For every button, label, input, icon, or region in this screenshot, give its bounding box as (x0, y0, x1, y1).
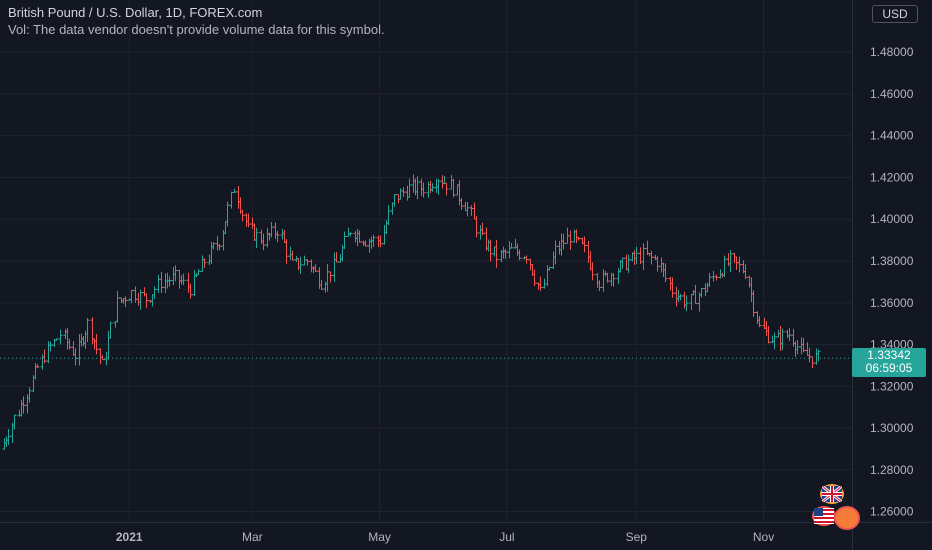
y-tick-label: 1.44000 (870, 129, 914, 143)
x-tick-label: Mar (242, 530, 263, 544)
y-tick-label: 1.36000 (870, 296, 914, 310)
us-flag-icon[interactable] (812, 506, 836, 526)
bar-countdown: 06:59:05 (865, 361, 913, 375)
y-tick-label: 1.48000 (870, 45, 914, 59)
symbol-title: British Pound / U.S. Dollar, 1D, FOREX.c… (8, 5, 263, 20)
y-tick-label: 1.32000 (870, 379, 914, 393)
x-tick-label: 2021 (116, 530, 143, 544)
x-tick-label: Sep (626, 530, 648, 544)
uk-flag-icon[interactable] (820, 484, 844, 504)
currency-button[interactable]: USD (872, 5, 918, 23)
y-tick-label: 1.46000 (870, 87, 914, 101)
y-tick-label: 1.26000 (870, 505, 914, 519)
event-badge-stack (834, 506, 860, 530)
last-price-label: 1.33342 06:59:05 (852, 348, 926, 377)
x-tick-label: Nov (753, 530, 774, 544)
x-tick-label: May (368, 530, 391, 544)
y-tick-label: 1.42000 (870, 170, 914, 184)
y-tick-label: 1.28000 (870, 463, 914, 477)
last-price-value: 1.33342 (867, 348, 911, 362)
x-tick-label: Jul (499, 530, 514, 544)
y-tick-label: 1.40000 (870, 212, 914, 226)
y-tick-label: 1.30000 (870, 421, 914, 435)
volume-note: Vol: The data vendor doesn't provide vol… (8, 22, 385, 37)
y-tick-label: 1.38000 (870, 254, 914, 268)
